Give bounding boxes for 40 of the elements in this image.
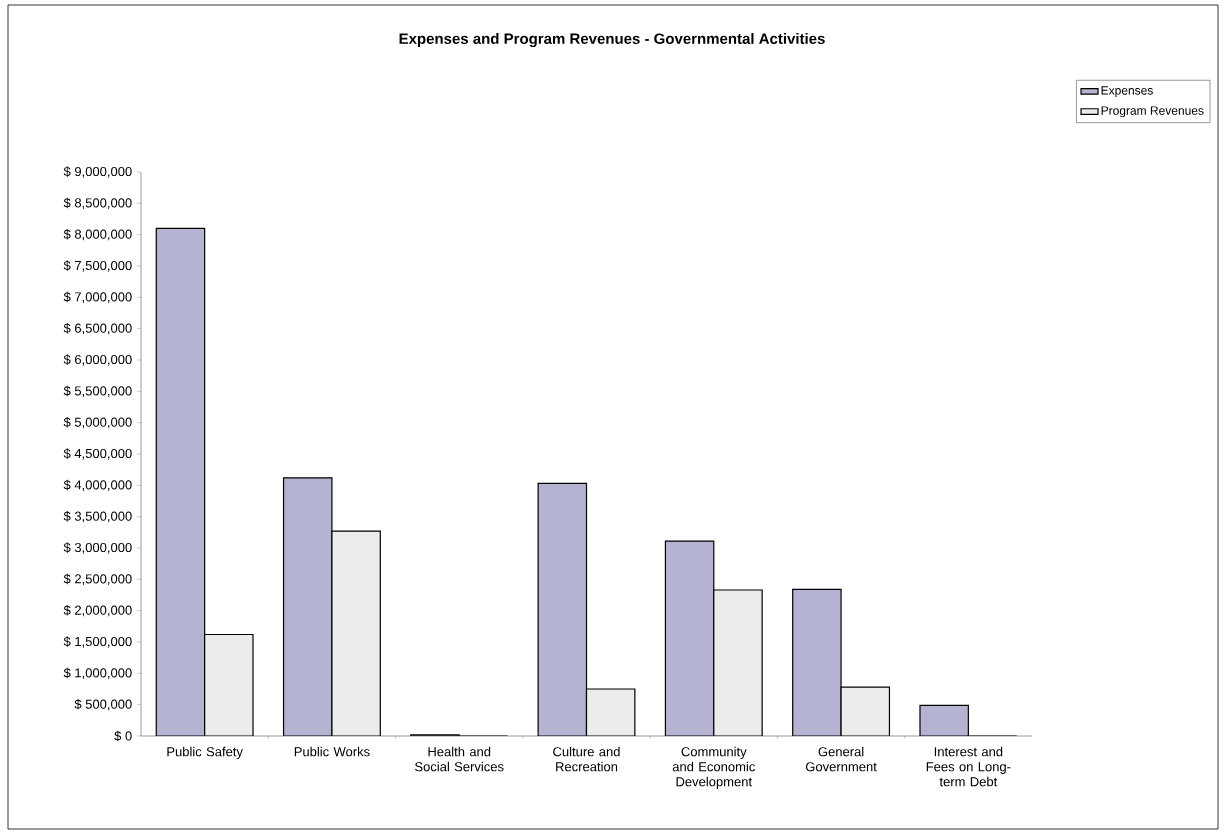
y-tick-label: $ 3,500,000 [63, 511, 132, 523]
y-tick-label: $ 8,500,000 [63, 197, 132, 209]
bar [204, 633, 254, 737]
y-tick-label: $ 4,500,000 [63, 448, 132, 460]
y-tick-label: $ 1,500,000 [63, 636, 132, 648]
legend-label: Program Revenues [1101, 106, 1204, 118]
y-tick-label: $ 2,000,000 [63, 605, 132, 617]
y-tick-label: $ 9,000,000 [63, 166, 132, 178]
y-tick-label: $ 3,000,000 [63, 542, 132, 554]
bar [840, 686, 891, 737]
bar [713, 589, 763, 737]
bar [792, 588, 842, 737]
y-tick-label: $ 8,000,000 [63, 229, 132, 241]
bar [537, 482, 588, 737]
bar [282, 477, 333, 737]
y-tick-label: $ 5,500,000 [63, 385, 132, 397]
y-tick-label: $ 4,000,000 [63, 479, 132, 491]
y-tick-label: $ 5,000,000 [63, 417, 132, 429]
y-tick-label: $ 6,000,000 [63, 354, 132, 366]
bar [155, 227, 206, 737]
legend-label: Expenses [1101, 86, 1153, 98]
x-tick-label: Health and Social Services [415, 746, 504, 772]
x-tick-label: Interest and Fees on Long-term Debt [926, 746, 1011, 787]
x-tick-label: Public Safety [167, 746, 243, 759]
bar [585, 688, 636, 737]
bar [919, 704, 969, 737]
x-tick-label: Public Works [294, 746, 370, 757]
x-tick-label: Culture and Recreation [553, 746, 620, 772]
y-tick-label: $ 6,500,000 [63, 323, 132, 335]
chart-title: Expenses and Program Revenues - Governmental Activities [399, 32, 825, 48]
y-tick-label: $ 500,000 [74, 699, 132, 711]
y-tick-label: $ 0 [114, 730, 132, 742]
x-tick-label: Community and Economic Development [672, 746, 755, 789]
bar [664, 540, 715, 737]
y-tick-label: $ 7,000,000 [63, 291, 132, 303]
x-tick-label: General Government [805, 746, 877, 772]
y-tick-label: $ 1,000,000 [63, 667, 132, 679]
y-tick-label: $ 7,500,000 [63, 260, 132, 272]
y-tick-label: $ 2,500,000 [63, 573, 132, 585]
bar [331, 530, 381, 737]
